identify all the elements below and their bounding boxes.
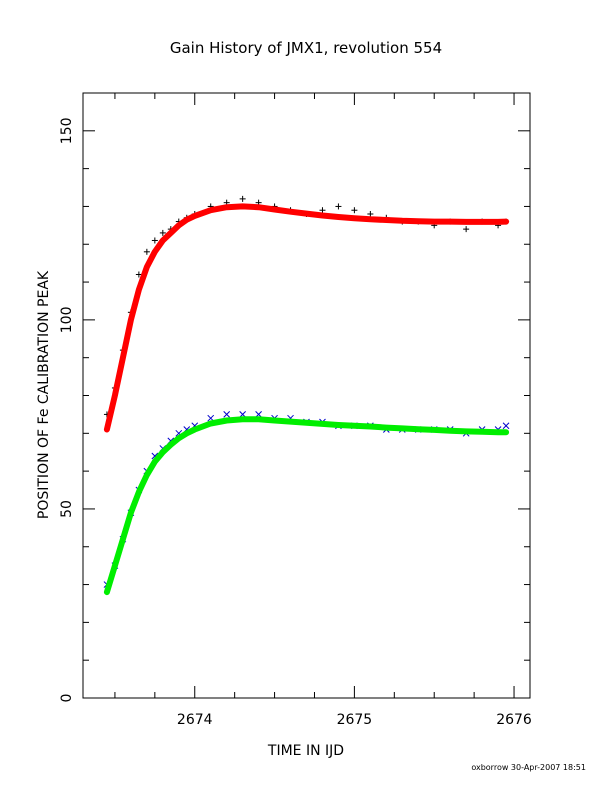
y-tick-label: 50 xyxy=(59,500,75,518)
plot-frame xyxy=(82,92,531,699)
y-tick-label: 150 xyxy=(59,117,75,144)
data-point xyxy=(159,229,166,236)
plot-marks xyxy=(103,195,510,596)
fit-line-2 xyxy=(103,203,510,433)
data-point xyxy=(335,203,342,210)
y-axis-label: POSITION OF Fe CALIBRATION PEAK xyxy=(36,270,52,519)
x-tick-label: 2676 xyxy=(496,712,532,728)
data-point xyxy=(351,207,358,214)
axes: 2674 2675 2676 0 50 100 150 xyxy=(59,93,532,728)
x-tick-label: 2675 xyxy=(337,712,373,728)
chart-title: Gain History of JMX1, revolution 554 xyxy=(170,39,442,57)
fit-line-3 xyxy=(103,416,510,596)
data-point xyxy=(502,422,510,430)
data-point xyxy=(223,411,231,418)
x-tick-label: 2674 xyxy=(177,712,213,728)
x-axis-label: TIME IN IJD xyxy=(267,743,344,759)
data-point xyxy=(143,248,150,255)
data-point xyxy=(239,195,246,202)
data-point xyxy=(463,226,470,233)
footer-credit: oxborrow 30-Apr-2007 18:51 xyxy=(471,763,586,772)
data-point xyxy=(151,237,158,244)
data-point xyxy=(135,271,142,278)
data-point xyxy=(367,211,374,217)
y-tick-label: 100 xyxy=(59,307,75,334)
data-point xyxy=(319,207,326,214)
y-tick-label: 0 xyxy=(59,694,75,703)
